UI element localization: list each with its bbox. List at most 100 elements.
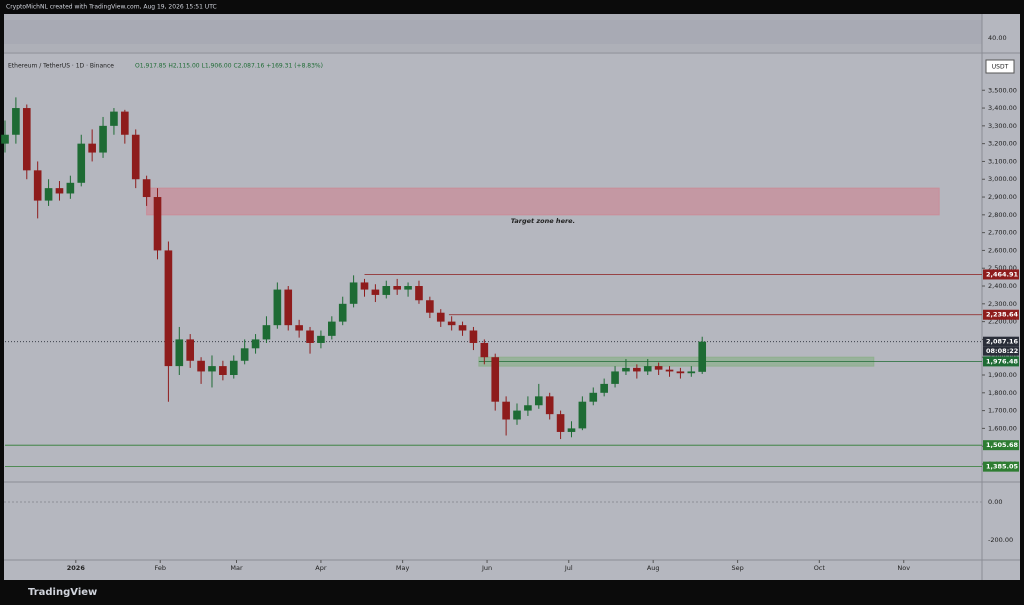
candle-body (240, 348, 249, 361)
y-tick-label: 3,300.00 (988, 122, 1017, 130)
y-tick-label: 3,100.00 (988, 157, 1017, 165)
x-tick-label: 2026 (67, 564, 86, 572)
candle-body (643, 366, 652, 372)
brand: TradingView (28, 587, 97, 598)
candle-body (142, 179, 151, 198)
candle-body (44, 188, 53, 201)
y-tick-label: 2,900.00 (988, 193, 1017, 201)
candle-body (306, 330, 314, 343)
y-tick-label: 2,800.00 (988, 211, 1017, 219)
level-label: 2,087.16 (986, 338, 1019, 346)
x-tick-label: Jun (481, 564, 492, 572)
y-tick-label: 3,400.00 (988, 104, 1017, 112)
candle-body (99, 125, 107, 153)
candle-body (121, 111, 129, 135)
x-tick-label: Nov (897, 564, 910, 572)
candle-body (164, 250, 173, 367)
candle-body (131, 134, 140, 180)
level-label: 1,385.05 (986, 463, 1019, 471)
level-box (983, 269, 1019, 280)
chart-background (4, 14, 1020, 580)
rsi-band (4, 20, 982, 44)
candle-body (458, 325, 467, 331)
candle-body (328, 321, 336, 336)
candle-body (687, 371, 696, 374)
unit-box (985, 59, 1015, 74)
candle-body (284, 289, 293, 326)
candle-body (186, 339, 195, 361)
ohlc: O1,917.85 H2,115.00 L1,906.00 C2,087.16 … (135, 63, 323, 70)
x-tick-label: Oct (814, 564, 826, 572)
y-tick-label: 2,600.00 (988, 246, 1017, 254)
x-tick-label: Feb (154, 564, 166, 572)
candle-body (447, 321, 456, 326)
candle-body (480, 342, 489, 358)
symbol-title: Ethereum / TetherUS · 1D · Binance (8, 63, 114, 70)
y-tick-label: 1,700.00 (988, 407, 1017, 415)
y-tick-label: 2,500.00 (988, 264, 1017, 272)
candle-body (393, 286, 401, 290)
y-tick-label: 2,400.00 (988, 282, 1017, 290)
candle-body (317, 335, 325, 343)
candle-body (426, 300, 434, 313)
candle-body (654, 366, 663, 370)
candle-body (175, 339, 184, 367)
x-tick-label: Jul (564, 564, 573, 572)
candle-body (633, 367, 641, 372)
candle-body (295, 325, 303, 331)
candle-body (545, 396, 554, 415)
candle-body (110, 111, 118, 126)
candle-body (589, 392, 598, 402)
x-tick-label: Apr (315, 564, 327, 572)
level-box (983, 461, 1019, 472)
candle-body (219, 366, 227, 375)
candle-body (567, 428, 576, 432)
candle-body (578, 401, 587, 429)
candle-body (622, 367, 630, 372)
candle-body (556, 414, 565, 432)
candle-body (197, 360, 205, 372)
level-label: 2,238.64 (986, 311, 1019, 319)
level-label: 1,976.48 (986, 357, 1019, 365)
candle-body (534, 396, 543, 406)
level-label: 2,464.91 (986, 270, 1019, 278)
y-tick-label: 3,500.00 (988, 86, 1017, 94)
candle-body (208, 366, 216, 372)
candle-body (360, 282, 369, 290)
candle-body (153, 197, 162, 251)
level-box (983, 356, 1019, 367)
macd-tick-label: -200.00 (988, 536, 1013, 544)
candle-body (611, 371, 619, 384)
candle-body (33, 170, 42, 201)
level-box (983, 440, 1019, 451)
candle-body (600, 383, 608, 393)
candle-body (229, 360, 238, 375)
y-tick-label: 1,800.00 (988, 389, 1017, 397)
y-tick-label: 1,600.00 (988, 424, 1017, 432)
unit: USDT (992, 64, 1009, 71)
x-tick-label: May (396, 564, 410, 572)
level-box (983, 309, 1019, 320)
candle-body (12, 108, 20, 135)
candle-body (88, 143, 96, 153)
candle-body (66, 182, 75, 194)
countdown: 08:08:22 (986, 347, 1018, 355)
candle-body (262, 325, 271, 340)
candle-body (676, 371, 685, 374)
x-tick-label: Sep (731, 564, 743, 572)
candle-body (404, 286, 412, 290)
macd-tick-label: 0.00 (988, 498, 1002, 506)
candle-body (273, 289, 282, 326)
y-tick-label: 1,900.00 (988, 371, 1017, 379)
candle-body (524, 405, 532, 411)
level-label: 1,505.68 (986, 441, 1019, 449)
y-tick-label: 2,700.00 (988, 229, 1017, 237)
x-tick-label: Mar (230, 564, 243, 572)
candle-body (382, 286, 391, 295)
candle-body (665, 369, 674, 372)
zone (146, 187, 940, 216)
candle-body (415, 286, 423, 301)
y-tick-label: 2,300.00 (988, 300, 1017, 308)
candle-body (371, 289, 380, 295)
